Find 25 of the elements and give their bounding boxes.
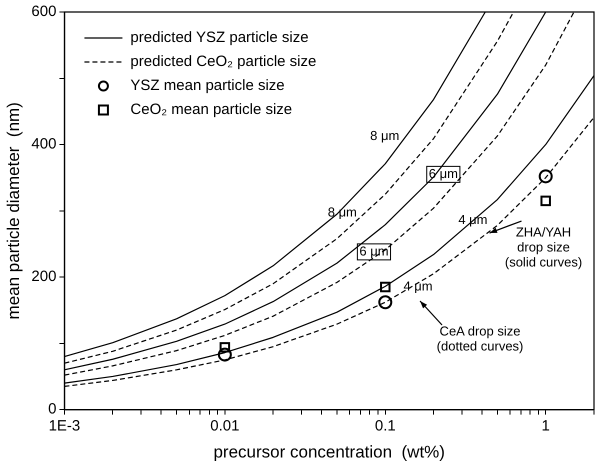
- x-axis-title: precursor concentration (wt%): [213, 442, 445, 462]
- legend-label: CeO₂ mean particle size: [130, 101, 292, 118]
- annotation: 6 μm: [359, 243, 389, 258]
- point: [538, 169, 553, 184]
- point: [540, 196, 551, 206]
- x-tick-label: 0.01: [210, 418, 240, 435]
- point: [380, 282, 391, 292]
- x-tick-label: 1: [542, 418, 550, 435]
- y-tick-label: 600: [31, 3, 56, 20]
- x-tick-label: 0.1: [374, 418, 396, 435]
- y-axis-title: mean particle diameter (nm): [4, 102, 23, 320]
- legend-label: YSZ mean particle size: [130, 77, 285, 94]
- point: [218, 348, 232, 362]
- annotation: 8 μm: [328, 204, 357, 220]
- point: [220, 342, 230, 353]
- x-tick-label: 1E-3: [48, 418, 80, 435]
- legend-label: predicted CeO₂ particle size: [130, 53, 316, 70]
- y-tick-label: 0: [48, 400, 56, 418]
- y-tick-label: 400: [31, 136, 56, 153]
- annotation: 8 μm: [370, 128, 400, 144]
- annotation: ZHA/YAH drop size (solid curves): [504, 224, 582, 270]
- legend-label: predicted YSZ particle size: [130, 29, 309, 46]
- annotation: CeA drop size (dotted curves): [436, 324, 524, 354]
- y-tick-label: 200: [31, 268, 56, 286]
- point: [378, 295, 392, 310]
